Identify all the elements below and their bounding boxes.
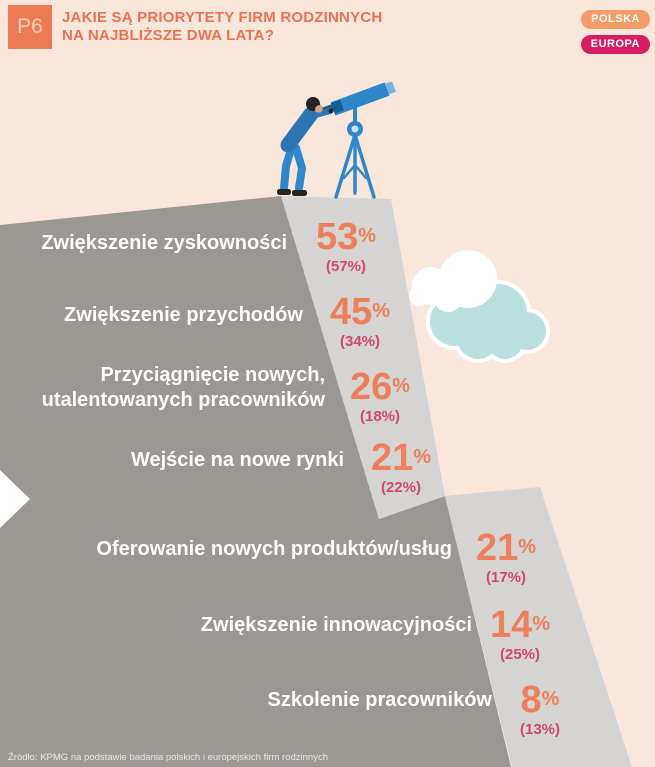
stat-row-6: 14% (25%) (490, 604, 550, 665)
priority-label-4: Wejście na nowe rynki (130, 449, 344, 471)
stat-row-3: 26% (18%) (350, 366, 410, 427)
stat-polska-value: 21% (370, 437, 432, 479)
stat-polska-value: 45% (329, 291, 391, 333)
stat-row-5: 21% (17%) (476, 527, 536, 588)
white-right-arrow-icon (0, 470, 30, 528)
stat-row-4: 21% (22%) (371, 437, 431, 498)
source-note: Źródło: KPMG na podstawie badania polski… (8, 752, 328, 763)
stat-europa-value: (22%) (380, 479, 422, 496)
priority-label-7: Szkolenie pracowników (267, 689, 492, 711)
priority-label-2: Zwiększenie przychodów (64, 304, 303, 326)
priority-label-5: Oferowanie nowych produktów/usług (96, 538, 452, 560)
telescope-icon (319, 81, 396, 116)
mountain-light-face-upper (281, 196, 445, 519)
stat-europa-value: (17%) (485, 569, 527, 586)
stat-europa-value: (13%) (519, 721, 561, 738)
stat-polska-value: 21% (475, 527, 537, 569)
stat-row-2: 45% (34%) (330, 291, 390, 352)
stat-polska-value: 53% (315, 216, 377, 258)
person-icon (277, 97, 334, 196)
stat-polska-value: 14% (489, 604, 551, 646)
clouds-icon (409, 250, 550, 363)
mountain-dark-face (0, 196, 511, 767)
stat-polska-value: 26% (349, 366, 411, 408)
priority-label-1: Zwiększenie zyskowności (41, 232, 287, 254)
telescope-observer-illustration (277, 81, 396, 199)
page-title: JAKIE SĄ PRIORYTETY FIRM RODZINNYCH NA N… (62, 9, 383, 44)
mountain-light-face-lower (445, 487, 632, 767)
question-tag: P6 (8, 5, 52, 49)
stat-row-1: 53% (57%) (316, 216, 376, 277)
badge-europa: EUROPA (580, 35, 650, 54)
stat-row-7: 8% (13%) (520, 679, 560, 740)
stat-europa-value: (34%) (339, 333, 381, 350)
stat-europa-value: (18%) (359, 408, 401, 425)
priority-label-6: Zwiększenie innowacyjności (200, 614, 472, 636)
stat-polska-value: 8% (520, 679, 560, 721)
tripod-icon (334, 133, 376, 199)
stat-europa-value: (25%) (499, 646, 541, 663)
priority-label-3: Przyciągnięcie nowych, utalentowanych pr… (41, 364, 325, 411)
stat-europa-value: (57%) (325, 258, 367, 275)
badge-polska: POLSKA (581, 10, 650, 29)
